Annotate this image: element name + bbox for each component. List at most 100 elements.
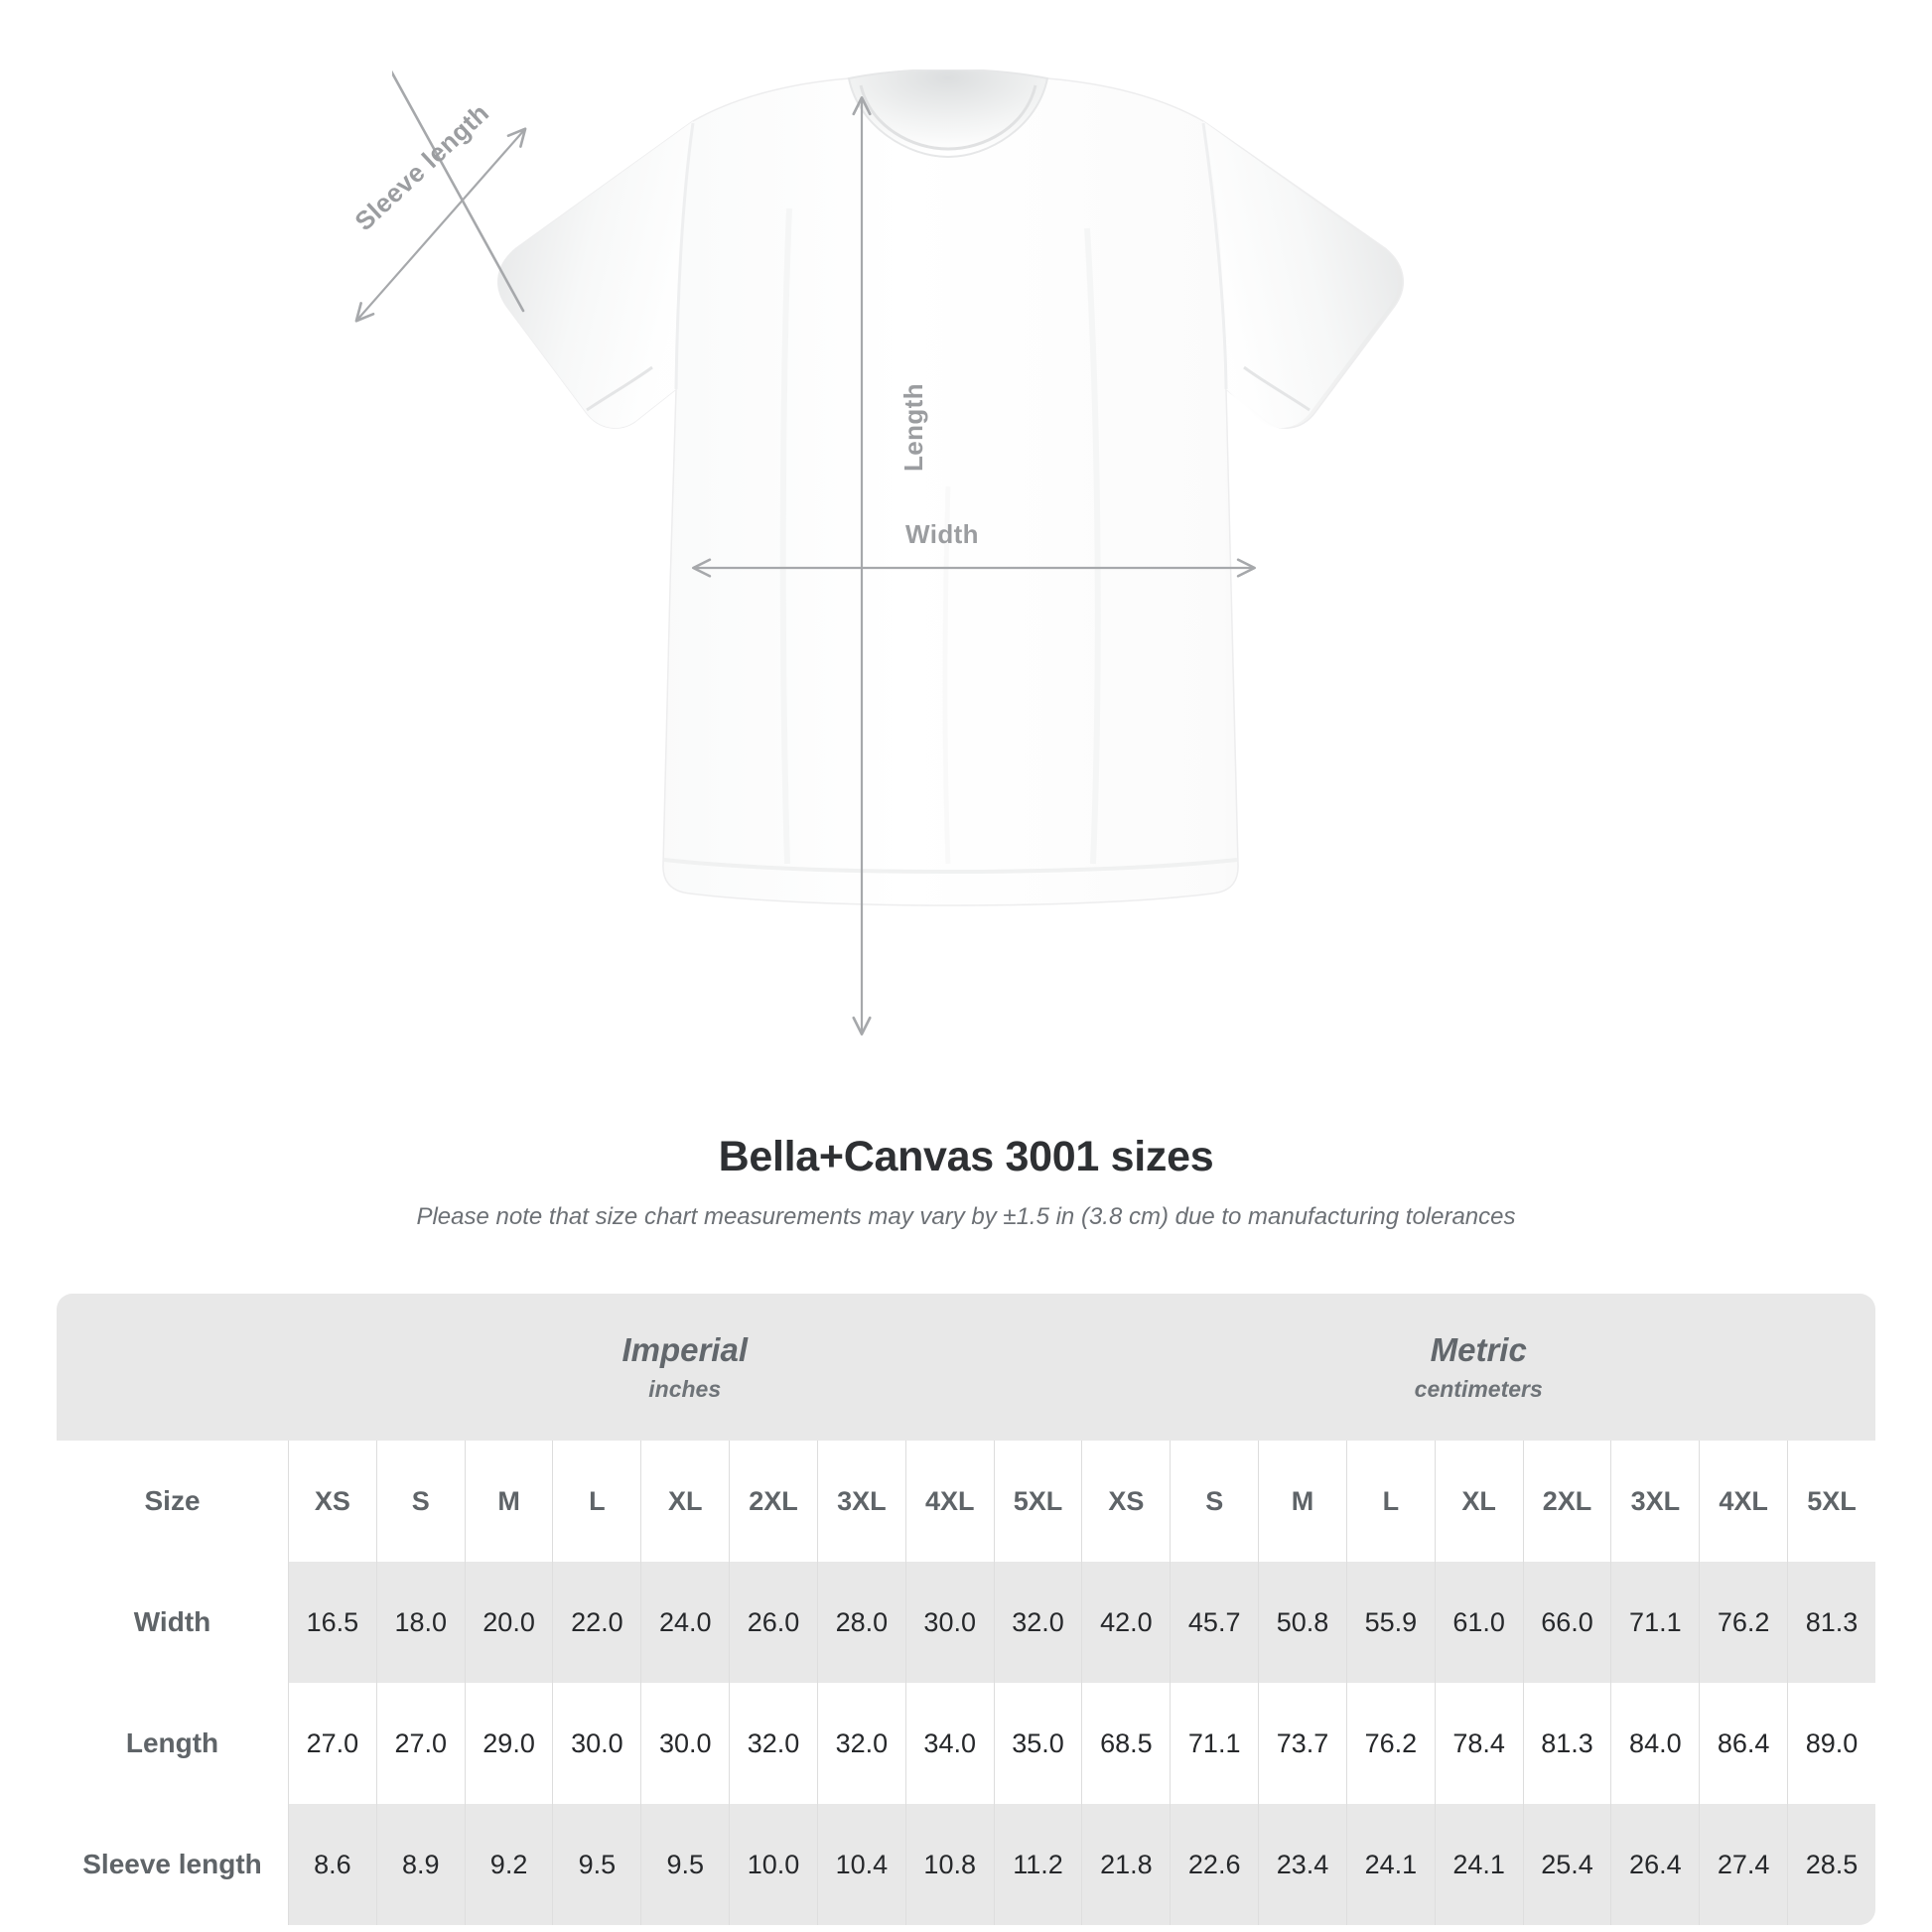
measurement-cell: 21.8 [1081, 1804, 1171, 1925]
size-header-cell: 2XL [1522, 1441, 1611, 1562]
tolerance-note: Please note that size chart measurements… [416, 1202, 1516, 1230]
measurement-cell: 10.4 [816, 1804, 905, 1925]
size-header-cell: 5XL [993, 1441, 1082, 1562]
measurement-cell: 8.6 [288, 1804, 376, 1925]
unit-system-metric-unit: centimeters [1414, 1376, 1543, 1403]
measurement-cell: 42.0 [1081, 1562, 1171, 1683]
size-header-cell: M [1258, 1441, 1346, 1562]
unit-system-blank-cell [57, 1294, 288, 1441]
measurement-cell: 89.0 [1787, 1683, 1875, 1804]
measurement-cell: 81.3 [1787, 1562, 1875, 1683]
measurement-cell: 30.0 [552, 1683, 641, 1804]
table-row: Sleeve length 8.6 8.9 9.2 9.5 9.5 10.0 10.4 10.8… [57, 1804, 1875, 1925]
measurement-cell: 25.4 [1522, 1804, 1611, 1925]
measurement-cell: 24.0 [640, 1562, 730, 1683]
size-header-cell: XL [640, 1441, 730, 1562]
size-header-cell: XS [1081, 1441, 1171, 1562]
measurement-arrows [354, 96, 1256, 1035]
measurement-cell: 24.1 [1434, 1804, 1523, 1925]
unit-system-metric-name: Metric [1430, 1331, 1527, 1369]
measurement-cell: 86.4 [1699, 1683, 1788, 1804]
unit-system-header-row: Imperial inches Metric centimeters [57, 1294, 1875, 1441]
row-label: Length [125, 1727, 219, 1758]
measurement-cell: 78.4 [1434, 1683, 1523, 1804]
page-title: Bella+Canvas 3001 sizes [718, 1133, 1214, 1180]
size-header-cell: XL [1434, 1441, 1523, 1562]
measurement-cell: 8.9 [375, 1804, 465, 1925]
measurement-cell: 61.0 [1434, 1562, 1523, 1683]
size-header-cell: 4XL [1699, 1441, 1788, 1562]
size-header-cell: 4XL [904, 1441, 994, 1562]
measurement-cell: 71.1 [1610, 1562, 1700, 1683]
measurement-cell: 32.0 [729, 1683, 817, 1804]
tshirt-illustration [392, 69, 1404, 906]
measurement-cell: 29.0 [464, 1683, 553, 1804]
table-row: Width 16.5 18.0 20.0 22.0 24.0 26.0 28.0 30.0 32.… [57, 1562, 1875, 1683]
measurement-cell: 45.7 [1170, 1562, 1259, 1683]
size-header-cell: L [1345, 1441, 1435, 1562]
measurement-cell: 34.0 [904, 1683, 994, 1804]
measurement-cell: 81.3 [1522, 1683, 1611, 1804]
size-header-cell: L [552, 1441, 641, 1562]
measurement-cell: 32.0 [993, 1562, 1082, 1683]
size-header-cell: 3XL [1610, 1441, 1700, 1562]
measurement-cell: 9.5 [552, 1804, 641, 1925]
measurement-cell: 55.9 [1345, 1562, 1435, 1683]
measurement-cell: 9.5 [640, 1804, 730, 1925]
measurement-cell: 30.0 [904, 1562, 994, 1683]
unit-system-imperial: Imperial inches [288, 1294, 1082, 1441]
unit-system-imperial-name: Imperial [621, 1331, 748, 1369]
tshirt-diagram: Sleeve length Length Width [348, 69, 1404, 1035]
measurement-cell: 68.5 [1081, 1683, 1171, 1804]
measurement-cell: 32.0 [816, 1683, 905, 1804]
size-header-cell: 5XL [1787, 1441, 1875, 1562]
measurement-cell: 23.4 [1258, 1804, 1346, 1925]
measurement-cell: 76.2 [1699, 1562, 1788, 1683]
measurement-cell: 16.5 [288, 1562, 376, 1683]
length-label: Length [898, 382, 929, 473]
measurement-cell: 28.5 [1787, 1804, 1875, 1925]
size-header-cell: 2XL [729, 1441, 817, 1562]
measurement-cell: 26.0 [729, 1562, 817, 1683]
unit-system-imperial-unit: inches [648, 1376, 722, 1403]
size-table-container: Imperial inches Metric centimeters Size … [57, 1294, 1875, 1925]
measurement-cell: 22.0 [552, 1562, 641, 1683]
title-block: Bella+Canvas 3001 sizes Please note that… [0, 1132, 1932, 1232]
row-label: Sleeve length [82, 1849, 262, 1879]
width-label: Width [905, 519, 979, 549]
measurement-cell: 27.0 [375, 1683, 465, 1804]
measurement-cell: 26.4 [1610, 1804, 1700, 1925]
sleeve-length-arrow [354, 127, 527, 323]
measurement-cell: 50.8 [1258, 1562, 1346, 1683]
size-header-cell: S [1170, 1441, 1259, 1562]
measurement-cell: 22.6 [1170, 1804, 1259, 1925]
size-row-label: Size [144, 1485, 201, 1516]
size-chart-table: Imperial inches Metric centimeters Size … [57, 1294, 1875, 1925]
size-header-cell: S [375, 1441, 465, 1562]
measurement-cell: 76.2 [1345, 1683, 1435, 1804]
measurement-cell: 20.0 [464, 1562, 553, 1683]
size-header-row: Size XS S M L XL 2XL 3XL 4XL 5XL XS S M L XL 2XL 3XL 4XL… [57, 1441, 1875, 1562]
measurement-cell: 73.7 [1258, 1683, 1346, 1804]
measurement-cell: 27.4 [1699, 1804, 1788, 1925]
measurement-cell: 27.0 [288, 1683, 376, 1804]
measurement-cell: 30.0 [640, 1683, 730, 1804]
measurement-cell: 9.2 [464, 1804, 553, 1925]
measurement-cell: 35.0 [993, 1683, 1082, 1804]
row-label: Width [133, 1606, 211, 1637]
measurement-cell: 71.1 [1170, 1683, 1259, 1804]
measurement-cell: 24.1 [1345, 1804, 1435, 1925]
measurement-cell: 11.2 [993, 1804, 1082, 1925]
size-header-cell: XS [288, 1441, 376, 1562]
size-header-cell: M [464, 1441, 553, 1562]
measurement-cell: 84.0 [1610, 1683, 1700, 1804]
measurement-cell: 28.0 [816, 1562, 905, 1683]
measurement-cell: 10.8 [904, 1804, 994, 1925]
measurement-cell: 66.0 [1522, 1562, 1611, 1683]
size-table-body: Width 16.5 18.0 20.0 22.0 24.0 26.0 28.0 30.0 32.… [57, 1562, 1875, 1925]
measurement-cell: 18.0 [375, 1562, 465, 1683]
size-header-cell: 3XL [816, 1441, 905, 1562]
measurement-cell: 10.0 [729, 1804, 817, 1925]
unit-system-metric: Metric centimeters [1081, 1294, 1875, 1441]
table-row: Length 27.0 27.0 29.0 30.0 30.0 32.0 32.0 34.0 35… [57, 1683, 1875, 1804]
